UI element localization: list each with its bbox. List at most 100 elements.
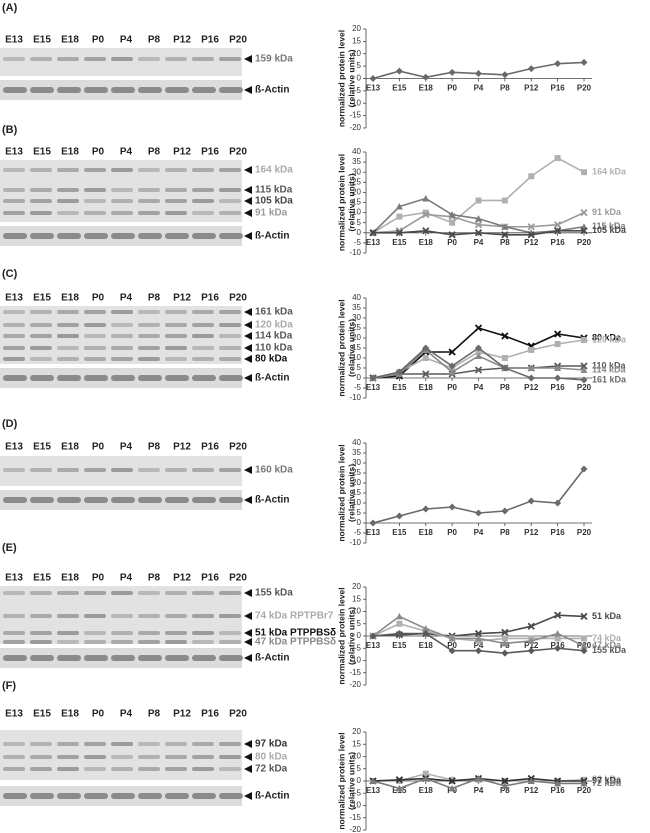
lane-label: P8 [148,35,161,46]
lane-label: P12 [173,293,191,304]
actin-band [30,375,54,381]
lane-label: P20 [229,147,247,158]
y-tick-label: -20 [349,680,361,689]
band-label: 47 kDa PTPPBSδ [255,637,336,648]
marker [528,347,535,353]
blot-band [3,346,25,350]
y-tick-label: 0 [357,518,362,527]
blot-band [165,357,187,361]
y-tick-label: 25 [352,468,361,477]
band-arrow [244,740,252,748]
y-tick-label: 10 [352,208,361,217]
blot-band [192,168,214,172]
x-tick-label: E13 [366,383,381,392]
panel-letter: (E) [2,542,17,554]
x-tick-label: P12 [524,238,539,247]
marker [527,497,535,505]
lane-label: E15 [33,709,51,720]
x-tick-label: P0 [447,238,457,247]
blot-band [30,57,52,61]
y-tick-label: -15 [349,111,361,120]
blot-band [192,755,214,759]
band-arrow [244,654,252,662]
actin-band [57,233,81,239]
blot-band [57,614,79,618]
x-tick-label: P4 [474,84,484,93]
marker [501,628,509,636]
y-tick-label: 15 [352,343,361,352]
blot-band [111,199,133,203]
x-tick-label: E13 [366,84,381,93]
blot-band [111,591,133,595]
lane-label: E13 [5,442,23,453]
marker [475,344,482,352]
band-label: 80 kDa [255,752,288,763]
actin-band [165,497,189,503]
y-axis-label: (relative units) [346,49,356,107]
blot-band [84,310,106,314]
blot-band [219,310,241,314]
blot-band [57,357,79,361]
blot-band [3,591,25,595]
marker [553,227,562,235]
marker [448,784,456,792]
blot-band [84,767,106,771]
blot-band [165,211,187,215]
marker [527,231,535,239]
marker [527,647,535,655]
marker [396,213,403,220]
series-label: 115 kDa [592,221,627,231]
x-tick-label: E15 [392,383,407,392]
series-label: 80 kDa [592,774,622,784]
marker [395,784,403,792]
blot-band [3,357,25,361]
x-tick-label: P4 [474,641,484,650]
marker [395,612,403,620]
blot-band [3,767,25,771]
y-axis-label: normalized protein level [336,587,346,684]
marker [553,221,562,229]
y-tick-label: 5 [357,363,362,372]
marker [501,223,509,230]
actin-band [57,87,81,93]
actin-band [3,233,27,239]
blot-band [138,468,160,472]
marker [527,364,535,371]
band-label: 91 kDa [255,208,288,219]
band-arrow [244,589,252,597]
marker [580,779,588,787]
marker [580,647,588,655]
marker [475,634,482,642]
blot-band [138,346,160,350]
blot-band [84,323,106,327]
blot-band [138,357,160,361]
y-tick-label: 10 [352,752,361,761]
lane-label: P8 [148,573,161,584]
series-label: 105 kDa [592,225,627,235]
actin-band [192,233,216,239]
actin-band [30,793,54,799]
marker [395,630,403,638]
y-axis-label: (relative units) [346,752,356,810]
y-tick-label: -20 [349,123,361,132]
marker [580,362,588,370]
band-arrow [244,792,252,800]
blot-band [138,591,160,595]
actin-band [3,793,27,799]
marker [475,349,482,355]
y-tick-label: 40 [352,438,361,447]
marker [422,770,429,777]
lane-label: P8 [148,442,161,453]
blot-band [111,640,133,644]
band-label: 161 kDa [255,307,293,318]
y-tick-label: 5 [357,508,362,517]
marker [580,612,588,621]
blot-band [192,614,214,618]
actin-band [57,375,81,381]
y-axis-label: normalized protein level [336,732,346,829]
band-label: 115 kDa [255,185,293,196]
marker [422,194,430,202]
marker [448,211,456,218]
blot-band [219,631,241,635]
marker [554,155,561,162]
